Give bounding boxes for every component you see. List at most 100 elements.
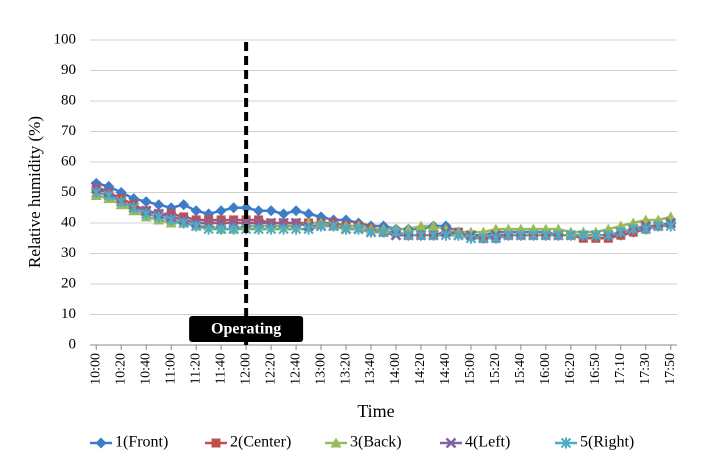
marker: [503, 229, 514, 241]
y-tick-label: 30: [61, 245, 76, 261]
y-axis-title: Relative humidity (%): [25, 116, 44, 268]
y-tick-label: 90: [61, 62, 76, 78]
x-tick-label: 10:20: [113, 353, 128, 385]
marker: [228, 202, 240, 214]
marker: [215, 223, 227, 235]
marker: [445, 437, 457, 449]
marker: [190, 205, 202, 217]
marker: [440, 229, 452, 241]
x-tick-label: 16:00: [538, 353, 553, 385]
marker: [278, 223, 289, 235]
y-tick-label: 80: [61, 92, 76, 108]
marker: [265, 205, 277, 217]
legend-label: 2(Center): [230, 434, 291, 451]
x-tick-label: 15:40: [513, 353, 528, 385]
marker: [640, 223, 651, 235]
marker: [590, 229, 602, 241]
x-tick-label: 16:20: [563, 353, 578, 385]
marker: [303, 223, 314, 235]
marker: [390, 226, 402, 238]
marker: [204, 215, 214, 225]
marker: [465, 232, 477, 244]
x-tick-label: 13:20: [338, 353, 353, 385]
marker: [116, 196, 127, 208]
x-tick-label: 13:40: [363, 353, 378, 385]
marker: [203, 223, 214, 235]
x-tick-label: 14:40: [438, 353, 453, 385]
x-tick-label: 15:20: [488, 353, 503, 385]
x-tick-label: 10:00: [88, 353, 103, 385]
x-tick-label: 13:00: [313, 353, 328, 385]
x-tick-label: 12:00: [238, 353, 253, 385]
marker: [490, 232, 502, 244]
marker: [603, 229, 614, 241]
marker: [665, 220, 676, 232]
x-tick-label: 14:20: [413, 353, 428, 385]
x-tick-label: 17:50: [663, 353, 678, 385]
marker: [179, 212, 189, 222]
marker: [540, 229, 552, 241]
marker: [140, 196, 152, 208]
marker: [528, 229, 539, 241]
annotation-box: [189, 316, 304, 342]
marker: [153, 199, 165, 211]
marker: [265, 223, 277, 235]
x-tick-label: 11:20: [188, 353, 203, 384]
x-tick-label: 11:00: [163, 353, 178, 384]
x-tick-label: 12:20: [263, 353, 278, 385]
marker: [330, 437, 342, 448]
legend-label: 3(Back): [350, 434, 402, 451]
legend-label: 1(Front): [115, 434, 168, 451]
marker: [315, 220, 327, 232]
marker: [165, 214, 177, 226]
y-tick-label: 10: [61, 306, 76, 322]
marker: [578, 229, 589, 241]
marker: [427, 220, 439, 231]
marker: [415, 229, 427, 241]
legend-label: 4(Left): [465, 434, 510, 451]
marker: [560, 437, 572, 449]
x-tick-label: 14:00: [388, 353, 403, 385]
marker: [365, 226, 377, 238]
marker: [353, 223, 364, 235]
marker: [254, 215, 264, 225]
x-tick-label: 11:40: [213, 353, 228, 384]
annotation-text: Operating: [211, 321, 281, 338]
x-tick-label: 17:30: [638, 353, 653, 385]
marker: [628, 223, 639, 235]
y-tick-label: 0: [69, 336, 77, 352]
marker: [178, 199, 190, 211]
y-tick-label: 60: [61, 153, 76, 169]
marker: [190, 220, 202, 232]
marker: [253, 205, 265, 217]
y-tick-label: 40: [61, 214, 76, 230]
marker: [403, 229, 414, 241]
y-tick-label: 50: [61, 184, 76, 200]
marker: [290, 223, 302, 235]
marker: [95, 437, 107, 449]
marker: [340, 223, 352, 235]
x-tick-label: 15:00: [463, 353, 478, 385]
marker: [565, 229, 577, 241]
marker: [415, 220, 427, 231]
marker: [553, 229, 564, 241]
x-tick-label: 17:10: [613, 353, 628, 385]
marker: [211, 438, 221, 448]
marker: [615, 226, 627, 238]
marker: [453, 229, 464, 241]
marker: [253, 223, 264, 235]
marker: [140, 208, 152, 220]
y-tick-label: 100: [54, 31, 77, 47]
y-tick-label: 20: [61, 275, 76, 291]
marker: [91, 187, 102, 198]
marker: [166, 209, 176, 219]
marker: [515, 229, 527, 241]
marker: [103, 190, 114, 202]
x-axis-title: Time: [357, 401, 394, 421]
marker: [216, 215, 226, 225]
legend-label: 5(Right): [580, 434, 634, 451]
x-tick-label: 10:40: [138, 353, 153, 385]
y-tick-label: 70: [61, 123, 76, 139]
